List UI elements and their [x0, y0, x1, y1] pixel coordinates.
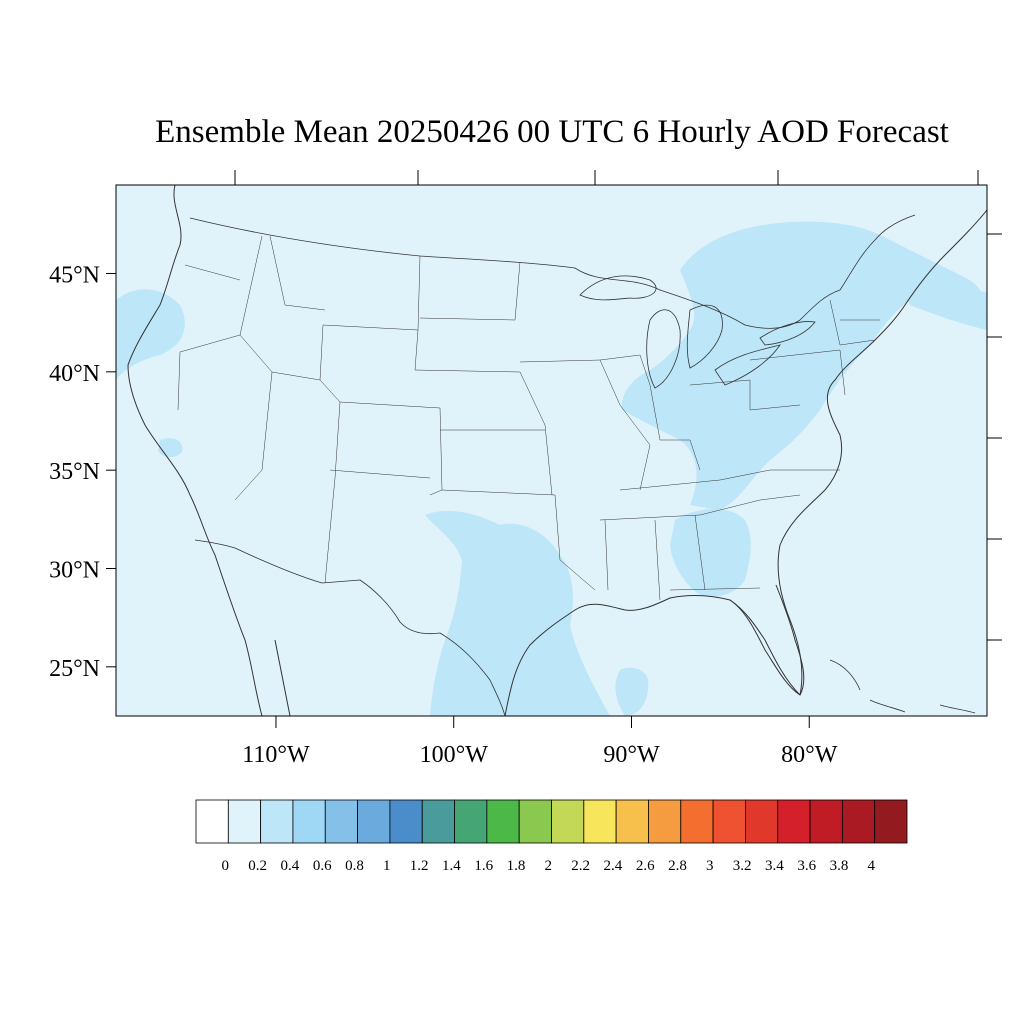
colorbar-swatch: [551, 799, 585, 844]
aod-region-atlantic: [900, 280, 987, 330]
colorbar-swatch: [615, 799, 649, 844]
colorbar-label: 3.8: [830, 858, 849, 874]
aod-region-pacific-northwest: [116, 289, 185, 380]
colorbar-swatch: [486, 799, 520, 844]
state-boundaries: [177, 235, 880, 601]
great-lakes: [579, 275, 816, 389]
aod-region-gulf-offshore: [615, 667, 649, 716]
lon-tick-label: 110°W: [242, 742, 310, 768]
mexico-border: [194, 539, 506, 716]
plot-title: Ensemble Mean 20250426 00 UTC 6 Hourly A…: [155, 114, 949, 150]
colorbar-label: 0.2: [248, 858, 267, 874]
colorbar-swatch: [712, 799, 746, 844]
colorbar-swatch: [583, 799, 617, 844]
aod-region-texas-gulf: [425, 510, 610, 716]
colorbar-swatch: [195, 799, 229, 844]
map-boundaries: [127, 185, 987, 716]
lat-tick-label: 30°N: [49, 558, 100, 584]
colorbar-label: 0.6: [313, 858, 332, 874]
colorbar-label: 2: [545, 858, 553, 874]
map-panel: 45°N 40°N 35°N 30°N 25°N 110°W 100°W 90°W 80°W: [49, 170, 1002, 768]
top-axis-ticks: [234, 170, 979, 185]
colorbar-swatch: [648, 799, 682, 844]
florida-peninsula: [729, 584, 805, 696]
lon-tick-label: 80°W: [781, 742, 838, 768]
aod-region-great-lakes-northeast: [621, 221, 987, 510]
lat-tick-label: 25°N: [49, 656, 100, 682]
colorbar-label: 3.4: [765, 858, 784, 874]
colorbar-swatch: [841, 799, 876, 844]
colorbar-swatch: [292, 799, 326, 844]
longitude-axis: 110°W 100°W 90°W 80°W: [242, 716, 838, 768]
colorbar-label: 2.2: [571, 858, 590, 874]
colorbar-swatch: [227, 799, 262, 844]
colorbar-swatch: [357, 799, 391, 844]
colorbar-swatch: [454, 799, 488, 844]
colorbar-label: 2.8: [668, 858, 687, 874]
colorbar: 0 0.2 0.4 0.6 0.8 1 1.2 1.4 1.6 1.8 2 2.2 2.4 2.6 2.8 3…: [195, 799, 908, 874]
colorbar-swatch: [260, 799, 294, 844]
colorbar-label: 1.8: [507, 858, 526, 874]
colorbar-label: 3: [706, 858, 714, 874]
colorbar-label: 3.6: [797, 858, 816, 874]
right-axis-ticks: [987, 233, 1002, 641]
colorbar-label: 1: [383, 858, 391, 874]
caribbean-islands: [829, 659, 976, 714]
lon-tick-label: 100°W: [420, 742, 489, 768]
latitude-axis: 45°N 40°N 35°N 30°N 25°N: [49, 263, 116, 682]
aod-region-southeast: [670, 508, 751, 597]
colorbar-swatch: [809, 799, 843, 844]
colorbar-swatch: [389, 799, 423, 844]
coastline: [127, 185, 987, 716]
colorbar-label: 3.2: [733, 858, 752, 874]
lat-tick-label: 45°N: [49, 263, 100, 289]
colorbar-swatch: [874, 799, 908, 844]
colorbar-label: 1.2: [410, 858, 429, 874]
colorbar-label: 2.6: [636, 858, 655, 874]
colorbar-swatch: [680, 799, 714, 844]
colorbar-label: 1.4: [442, 858, 461, 874]
colorbar-label: 2.4: [604, 858, 623, 874]
colorbar-swatch: [421, 799, 455, 844]
lat-tick-label: 35°N: [49, 459, 100, 485]
lon-tick-label: 90°W: [603, 742, 660, 768]
colorbar-label: 0: [222, 858, 230, 874]
canada-border: [189, 214, 916, 329]
colorbar-label: 0.8: [345, 858, 364, 874]
colorbar-swatch: [745, 799, 779, 844]
aod-field-layer: [116, 221, 987, 716]
colorbar-swatch: [518, 799, 552, 844]
colorbar-swatch: [777, 799, 811, 844]
colorbar-swatch: [324, 799, 358, 844]
colorbar-label: 0.4: [281, 858, 300, 874]
colorbar-label: 4: [868, 858, 876, 874]
colorbar-label: 1.6: [474, 858, 493, 874]
map-frame: [115, 184, 988, 717]
lat-tick-label: 40°N: [49, 361, 100, 387]
